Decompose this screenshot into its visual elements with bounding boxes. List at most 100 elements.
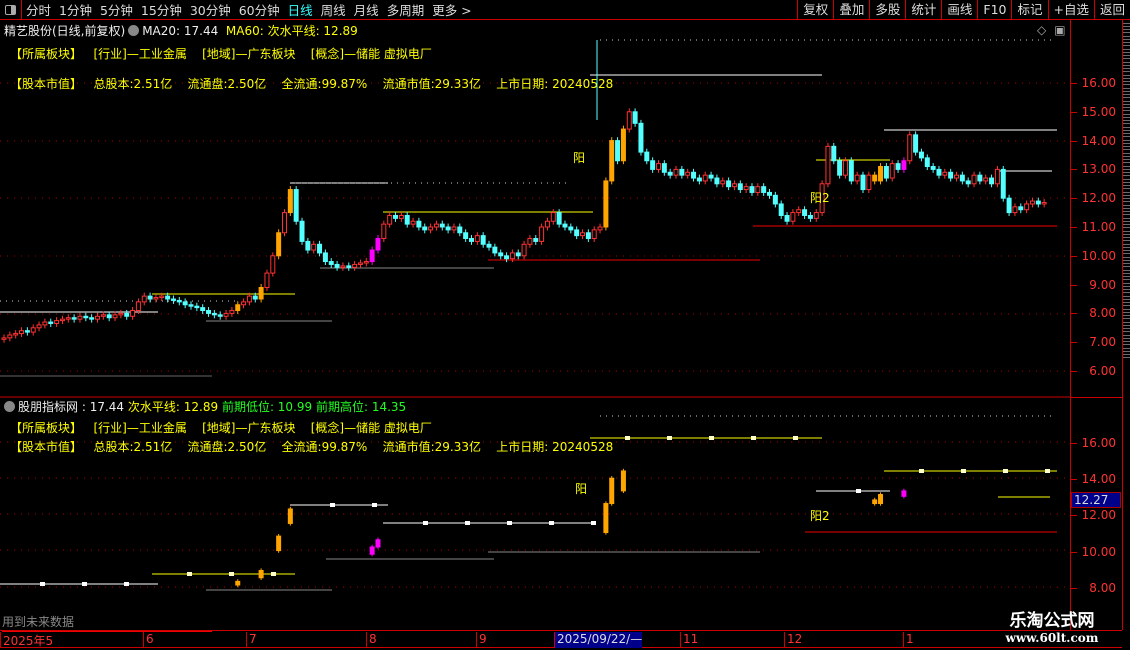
tab-period[interactable]: 更多 > [432, 3, 472, 18]
axis-tick [1071, 551, 1077, 553]
side-panel-item[interactable] [1123, 255, 1130, 267]
price-axis[interactable]: 16.00 15.00 14.00 13.00 12.00 11.00 10.00 9.00 8… [1070, 20, 1122, 397]
sector-label: 【所属板块】 [10, 421, 83, 435]
axis-label: 8.00 [1089, 580, 1116, 595]
candle [597, 223, 603, 234]
signal-candle-indicator [609, 476, 615, 506]
side-panel-item[interactable] [1123, 242, 1130, 254]
tab-period[interactable]: 15分钟 [140, 3, 182, 18]
side-panel-item[interactable] [1123, 125, 1130, 137]
side-panel-item[interactable] [1123, 216, 1130, 228]
stock-title[interactable]: 精艺股份(日线,前复权) [4, 24, 126, 38]
toolbar-button[interactable]: F10 [977, 0, 1011, 20]
candle [562, 220, 568, 231]
side-panel-item[interactable] [1123, 112, 1130, 124]
side-panel-item[interactable] [1123, 73, 1130, 85]
toolbar-button[interactable]: 复权 [797, 0, 833, 20]
side-panel[interactable] [1122, 20, 1130, 630]
toolbar-button[interactable]: +自选 [1047, 0, 1094, 20]
side-panel-item[interactable] [1123, 151, 1130, 163]
candle [550, 209, 556, 225]
tab-period[interactable]: 分时 [26, 3, 52, 18]
axis-tick [1071, 111, 1077, 113]
tab-period[interactable]: 日线 [287, 3, 313, 18]
breakout-candle-indicator [375, 537, 381, 550]
side-panel-item[interactable] [1123, 320, 1130, 332]
side-panel-item[interactable] [1123, 60, 1130, 72]
candle [223, 309, 229, 320]
side-panel-item[interactable] [1123, 164, 1130, 176]
side-panel-item[interactable] [1123, 99, 1130, 111]
side-panel-item[interactable] [1123, 177, 1130, 189]
side-panel-item[interactable] [1123, 34, 1130, 46]
side-panel-item[interactable] [1123, 333, 1130, 345]
candle [147, 292, 153, 303]
candle [305, 237, 311, 254]
diamond-icon[interactable]: ◇ [1037, 23, 1047, 37]
candle [831, 142, 837, 165]
date-label: 9 [476, 632, 487, 648]
signal-candle-indicator [276, 533, 282, 553]
side-panel-item[interactable] [1123, 190, 1130, 202]
tab-period[interactable]: 周线 [320, 3, 346, 18]
signal-candle [287, 186, 293, 217]
signal-candle-indicator [872, 497, 878, 506]
tab-period[interactable]: 5分钟 [99, 3, 133, 18]
tab-period[interactable]: 30分钟 [189, 3, 231, 18]
dropdown-icon[interactable] [128, 25, 140, 36]
side-panel-item[interactable] [1123, 21, 1130, 33]
candle [889, 160, 895, 182]
side-panel-item[interactable] [1123, 307, 1130, 319]
candle [539, 223, 545, 245]
level-marker [919, 469, 924, 473]
total-shares: 总股本:2.51亿 [93, 77, 173, 91]
candle [492, 243, 498, 257]
watermark: 乐淘公式网 www.60lt.com [992, 606, 1112, 645]
sidebar-toggle-button[interactable] [0, 0, 22, 20]
signal-label: 阳2 [810, 509, 830, 523]
signal-candle [258, 284, 264, 303]
candle [30, 324, 36, 336]
level-marker [591, 521, 596, 525]
tab-period[interactable]: 60分钟 [238, 3, 280, 18]
dropdown-icon[interactable] [4, 401, 15, 412]
candle [895, 160, 901, 173]
side-panel-item[interactable] [1123, 86, 1130, 98]
toolbar-button[interactable]: 多股 [869, 0, 905, 20]
side-panel-item[interactable] [1123, 47, 1130, 59]
listing-date: 上市日期: 20240528 [496, 440, 614, 454]
candle [416, 217, 422, 231]
axis-tick [1071, 515, 1077, 517]
indicator-axis[interactable]: 16.00 14.00 12.00 10.00 8.00 [1070, 397, 1122, 630]
candle [170, 295, 176, 304]
candle [615, 137, 621, 165]
last-price-tag: 12.27 [1071, 492, 1121, 508]
tab-period[interactable]: 多周期 [386, 3, 425, 18]
candle [714, 174, 720, 188]
tab-period[interactable]: 月线 [353, 3, 379, 18]
tab-period[interactable]: 1分钟 [59, 3, 92, 18]
toolbar-button[interactable]: 返回 [1093, 0, 1130, 20]
indicator-level: 次水平线: 12.89 [127, 400, 219, 414]
candle [930, 163, 936, 173]
ma60-value: MA60: 次水平线: 12.89 [225, 24, 358, 38]
candle [13, 330, 19, 339]
toolbar-button[interactable]: 叠加 [833, 0, 869, 20]
toolbar-button[interactable]: 画线 [941, 0, 977, 20]
candle [463, 229, 469, 242]
indicator-name[interactable]: 股朋指标网 [18, 400, 79, 414]
side-panel-item[interactable] [1123, 203, 1130, 215]
float-value: 流通市值:29.33亿 [382, 77, 482, 91]
sector-info: 【所属板块】 [行业]—工业金属 [地域]—广东板块 [概念]—储能 虚拟电厂 [10, 45, 432, 62]
side-panel-item[interactable] [1123, 229, 1130, 241]
panel-icon[interactable]: ▣ [1054, 23, 1066, 37]
side-panel-item[interactable] [1123, 138, 1130, 150]
toolbar-button[interactable]: 统计 [905, 0, 941, 20]
candle [790, 209, 796, 225]
date-axis[interactable]: 2025年5 6 7 8 9 2025/09/22/— 11 12 1 [0, 630, 1122, 648]
side-panel-item[interactable] [1123, 281, 1130, 293]
side-panel-item[interactable] [1123, 294, 1130, 306]
side-panel-item[interactable] [1123, 346, 1130, 358]
toolbar-button[interactable]: 标记 [1011, 0, 1047, 20]
side-panel-item[interactable] [1123, 268, 1130, 280]
